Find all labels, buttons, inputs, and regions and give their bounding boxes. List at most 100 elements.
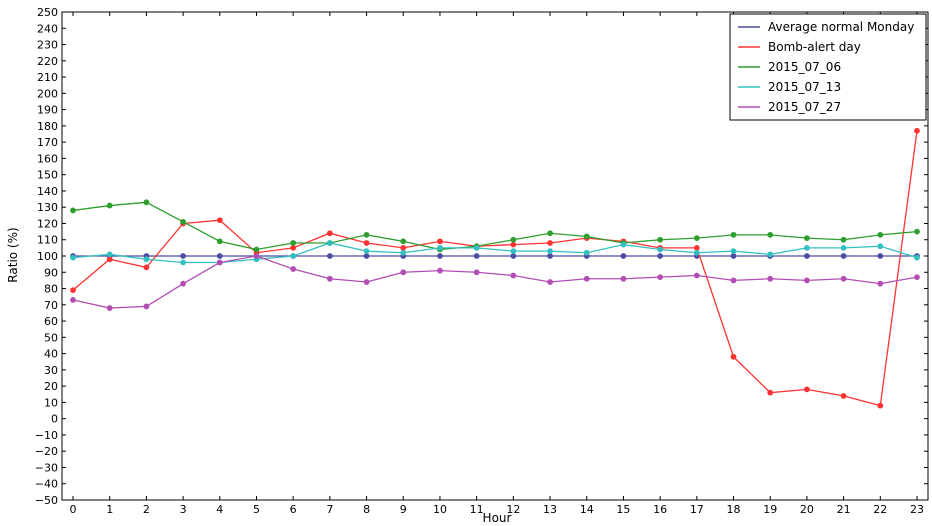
y-tick-label: 230: [37, 39, 58, 52]
x-tick-label: 19: [763, 503, 777, 516]
y-tick-label: 220: [37, 55, 58, 68]
data-point: [620, 275, 627, 282]
data-point: [804, 253, 810, 259]
x-tick-label: 10: [433, 503, 447, 516]
data-point: [693, 235, 700, 242]
y-tick-label: 70: [44, 299, 58, 312]
y-tick-label: 190: [37, 104, 58, 117]
data-point: [693, 249, 700, 256]
data-point: [253, 253, 260, 259]
y-tick-label: 30: [44, 364, 58, 377]
data-point: [326, 275, 333, 282]
y-tick-label: 130: [37, 201, 58, 214]
data-point: [326, 230, 333, 237]
y-tick-label: 60: [44, 315, 58, 328]
y-tick-label: −50: [35, 494, 58, 507]
data-point: [547, 253, 553, 259]
x-tick-label: 22: [873, 503, 887, 516]
y-tick-label: 120: [37, 217, 58, 230]
legend-entry: Average normal Monday: [768, 20, 914, 34]
data-point: [804, 235, 810, 242]
series-line: [72, 201, 918, 251]
series-4: [70, 253, 920, 311]
data-point: [143, 264, 150, 271]
data-point: [547, 279, 553, 285]
data-point: [473, 269, 480, 276]
x-tick-label: 7: [326, 503, 333, 516]
data-point: [70, 207, 76, 214]
data-point: [326, 240, 333, 246]
data-point: [510, 272, 517, 279]
x-tick-label: 8: [363, 503, 370, 516]
data-point: [253, 246, 260, 253]
data-point: [583, 249, 590, 256]
data-point: [326, 253, 333, 259]
y-tick-label: −20: [35, 445, 58, 458]
y-tick-label: 240: [37, 22, 58, 35]
data-point: [437, 244, 443, 251]
data-point: [473, 244, 480, 251]
data-point: [730, 353, 737, 360]
y-tick-label: 40: [44, 348, 58, 361]
legend-box: [729, 13, 927, 121]
data-point: [510, 248, 517, 255]
data-point: [583, 275, 590, 282]
data-point: [70, 297, 76, 303]
y-tick-label: 0: [51, 413, 58, 426]
x-tick-label: 21: [837, 503, 851, 516]
data-point: [437, 238, 443, 245]
data-point: [290, 266, 297, 272]
y-tick-label: 20: [44, 380, 58, 393]
data-point: [143, 303, 150, 310]
data-point: [363, 248, 370, 255]
series-line: [72, 130, 918, 407]
data-point: [877, 402, 884, 409]
y-tick-label: 160: [37, 152, 58, 165]
legend: Average normal Monday Bomb-alert day 2015_…: [729, 13, 927, 121]
data-point: [510, 241, 517, 248]
y-tick-label: −40: [35, 478, 58, 491]
data-point: [877, 243, 884, 250]
data-point: [767, 231, 774, 238]
legend-entry: 2015_07_27: [768, 100, 841, 114]
data-point: [620, 241, 627, 248]
x-tick-label: 4: [216, 503, 223, 516]
data-point: [216, 253, 223, 259]
data-point: [510, 236, 517, 243]
x-tick-label: 15: [616, 503, 630, 516]
data-point: [473, 253, 480, 259]
y-tick-label: 10: [44, 396, 58, 409]
data-point: [767, 275, 774, 282]
data-point: [400, 238, 407, 245]
data-point: [400, 269, 407, 276]
y-axis-label: Ratio (%): [6, 227, 20, 282]
data-point: [70, 287, 76, 294]
data-point: [804, 244, 810, 251]
data-point: [657, 253, 664, 259]
data-point: [70, 254, 76, 261]
data-point: [914, 228, 920, 235]
series-2: [70, 199, 920, 253]
y-tick-label: 250: [37, 6, 58, 19]
y-tick-label: 150: [37, 169, 58, 182]
data-point: [290, 240, 297, 246]
x-tick-label: 12: [506, 503, 520, 516]
data-point: [840, 244, 847, 251]
data-point: [437, 267, 443, 274]
x-tick-label: 23: [910, 503, 924, 516]
data-point: [657, 236, 664, 243]
x-tick-label: 6: [290, 503, 297, 516]
legend-entry: 2015_07_06: [768, 60, 841, 74]
x-tick-label: 5: [253, 503, 260, 516]
data-point: [730, 253, 737, 259]
data-point: [106, 202, 113, 209]
data-point: [657, 274, 664, 281]
data-point: [547, 230, 553, 237]
data-point: [400, 249, 407, 256]
data-point: [657, 246, 664, 253]
y-tick-label: −10: [35, 429, 58, 442]
data-point: [730, 277, 737, 284]
data-point: [877, 231, 884, 238]
data-point: [767, 251, 774, 258]
